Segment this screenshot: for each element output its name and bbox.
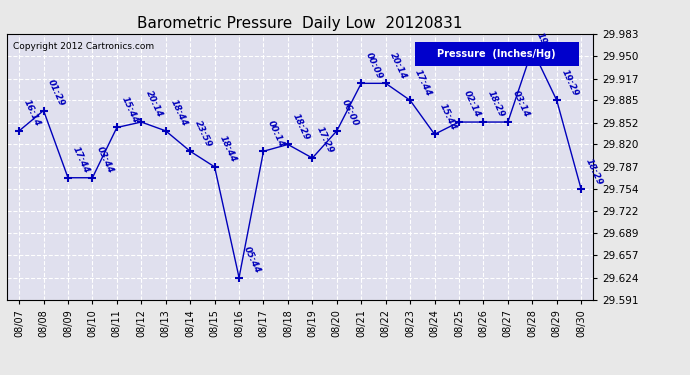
Text: 19:29: 19:29 [560, 68, 580, 98]
Text: 00:14: 00:14 [266, 119, 286, 148]
Text: 02:14: 02:14 [462, 90, 482, 119]
Text: 06:00: 06:00 [339, 98, 360, 128]
Text: 15:44: 15:44 [119, 95, 140, 125]
Text: 18:29: 18:29 [486, 90, 506, 119]
Text: 05:44: 05:44 [241, 245, 262, 275]
Text: Copyright 2012 Cartronics.com: Copyright 2012 Cartronics.com [13, 42, 154, 51]
Text: 20:14: 20:14 [388, 51, 408, 81]
Text: 19: 19 [535, 32, 549, 46]
Text: 18:44: 18:44 [217, 134, 237, 164]
Text: 18:44: 18:44 [168, 98, 189, 128]
Text: 18:29: 18:29 [290, 112, 311, 142]
Text: 00:09: 00:09 [364, 51, 384, 81]
Title: Barometric Pressure  Daily Low  20120831: Barometric Pressure Daily Low 20120831 [137, 16, 463, 31]
Text: 17:29: 17:29 [315, 126, 335, 155]
Text: 15:44: 15:44 [437, 102, 457, 132]
Text: 16:14: 16:14 [22, 98, 42, 128]
Text: 03:44: 03:44 [95, 145, 115, 175]
Text: 17:44: 17:44 [413, 68, 433, 98]
Text: 03:14: 03:14 [511, 90, 531, 119]
Text: 20:14: 20:14 [144, 90, 164, 119]
Text: 18:29: 18:29 [584, 157, 604, 186]
Text: 23:59: 23:59 [193, 119, 213, 148]
Text: 17:44: 17:44 [71, 145, 91, 175]
Text: 01:29: 01:29 [46, 78, 67, 108]
